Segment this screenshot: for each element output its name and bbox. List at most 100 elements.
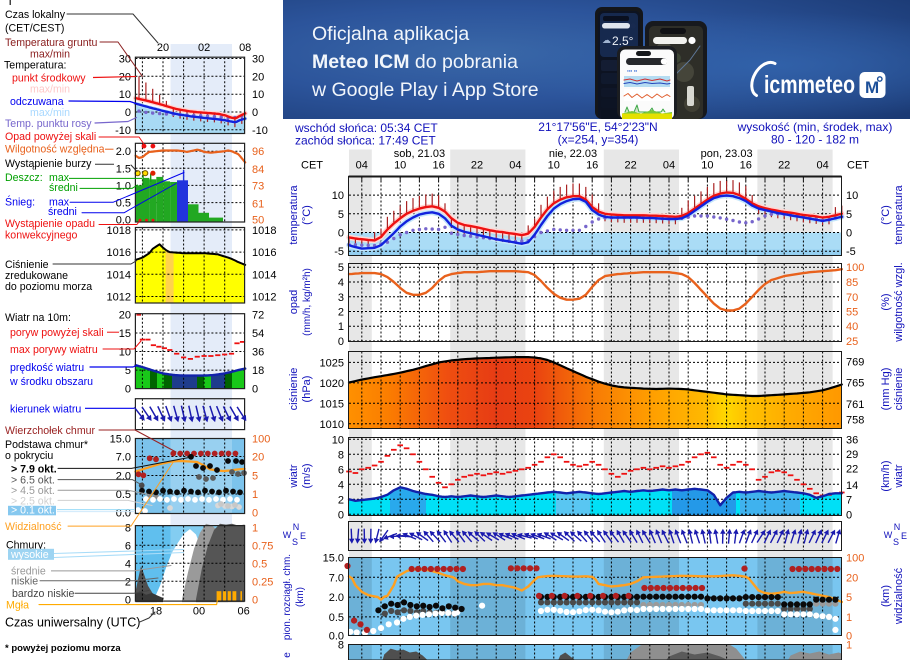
svg-text:15: 15 <box>119 328 131 340</box>
svg-text:0: 0 <box>252 107 258 119</box>
svg-text:100: 100 <box>252 434 270 446</box>
svg-text:5: 5 <box>125 365 131 377</box>
svg-text:sob, 21.03: sob, 21.03 <box>394 148 445 160</box>
svg-text:e: e <box>282 652 293 658</box>
svg-text:55: 55 <box>846 307 858 319</box>
svg-text:w środku obszaru: w środku obszaru <box>9 376 93 388</box>
svg-text:zachód słońca: 17:49 CET: zachód słońca: 17:49 CET <box>295 134 436 148</box>
svg-text:1012: 1012 <box>252 292 276 304</box>
svg-text:1: 1 <box>252 489 258 501</box>
svg-text:max/min: max/min <box>30 107 70 119</box>
svg-text:15.0: 15.0 <box>110 434 131 446</box>
svg-text:E: E <box>300 531 306 541</box>
svg-text:8: 8 <box>125 522 131 534</box>
svg-text:prędkość wiatru: prędkość wiatru <box>10 362 84 374</box>
svg-text:84: 84 <box>252 164 264 176</box>
svg-text:-5: -5 <box>846 246 856 258</box>
svg-text:pion. rozciągł. chm.: pion. rozciągł. chm. <box>282 554 293 640</box>
svg-text:1.5: 1.5 <box>116 163 131 175</box>
svg-text:30: 30 <box>252 54 264 66</box>
svg-text:5: 5 <box>846 592 852 604</box>
svg-text:0: 0 <box>252 384 258 396</box>
svg-text:04: 04 <box>509 160 521 172</box>
svg-text:(mm/h, kg/m²h): (mm/h, kg/m²h) <box>302 268 313 336</box>
svg-text:> 0.1 okt.: > 0.1 okt. <box>11 505 55 517</box>
svg-text:10: 10 <box>548 160 560 172</box>
svg-text:1: 1 <box>338 321 344 333</box>
svg-text:☁: ☁ <box>602 35 611 45</box>
svg-text:16: 16 <box>432 160 444 172</box>
svg-text:S: S <box>292 537 298 547</box>
svg-text:Ciśnienie: Ciśnienie <box>5 259 49 271</box>
svg-text:max/min: max/min <box>30 84 70 96</box>
svg-text:(%): (%) <box>880 293 892 310</box>
svg-text:-10: -10 <box>252 125 268 137</box>
svg-text:36: 36 <box>846 434 858 446</box>
svg-text:1015: 1015 <box>320 398 344 410</box>
svg-text:-5: -5 <box>334 246 344 258</box>
svg-text:0.0: 0.0 <box>116 508 131 520</box>
svg-text:29: 29 <box>846 449 858 461</box>
svg-text:(hPa): (hPa) <box>301 376 313 403</box>
svg-text:54: 54 <box>252 328 264 340</box>
svg-text:Meteo ICM do pobrania: Meteo ICM do pobrania <box>312 51 518 73</box>
svg-text:Oficjalna aplikacja: Oficjalna aplikacja <box>312 23 469 45</box>
svg-text:85: 85 <box>846 277 858 289</box>
svg-text:W: W <box>884 530 893 540</box>
svg-text:15.0: 15.0 <box>323 553 344 565</box>
svg-text:1016: 1016 <box>107 247 131 259</box>
svg-text:1010: 1010 <box>320 419 344 431</box>
svg-text:1012: 1012 <box>107 292 131 304</box>
svg-text:0.5: 0.5 <box>116 489 131 501</box>
svg-text:16: 16 <box>586 160 598 172</box>
svg-text:Podstawa chmur*: Podstawa chmur* <box>5 439 88 451</box>
svg-text:765: 765 <box>846 378 864 390</box>
svg-text:10: 10 <box>252 89 264 101</box>
svg-text:max porywy wiatru: max porywy wiatru <box>10 344 98 356</box>
svg-text:0: 0 <box>338 509 344 521</box>
svg-text:nie, 22.03: nie, 22.03 <box>549 148 597 160</box>
svg-text:CET: CET <box>301 160 323 172</box>
svg-text:40: 40 <box>846 321 858 333</box>
svg-text:Śnieg:: Śnieg: <box>5 196 35 209</box>
svg-text:Wilgotność względna: Wilgotność względna <box>5 144 105 156</box>
svg-text:50: 50 <box>252 215 264 227</box>
svg-text:średnie: średnie <box>11 566 46 578</box>
svg-text:00: 00 <box>193 606 205 618</box>
svg-text:o pokryciu: o pokryciu <box>5 450 53 462</box>
svg-text:1: 1 <box>252 522 258 534</box>
svg-text:max/min: max/min <box>30 49 70 61</box>
svg-text:Czas lokalny: Czas lokalny <box>5 9 66 21</box>
svg-text:04: 04 <box>816 160 828 172</box>
svg-text:1014: 1014 <box>107 269 131 281</box>
svg-text:73: 73 <box>252 180 264 192</box>
svg-text:08: 08 <box>239 42 251 54</box>
svg-text:36: 36 <box>252 347 264 359</box>
svg-text:761: 761 <box>846 399 864 411</box>
svg-text:22: 22 <box>471 160 483 172</box>
svg-text:0: 0 <box>846 631 852 643</box>
svg-text:(°C): (°C) <box>301 205 313 225</box>
svg-text:średni: średni <box>49 182 78 194</box>
svg-text:Temperatura gruntu: Temperatura gruntu <box>5 37 98 49</box>
svg-text:10: 10 <box>846 190 858 202</box>
svg-text:1: 1 <box>846 612 852 624</box>
svg-text:10: 10 <box>332 434 344 446</box>
svg-text:0.0: 0.0 <box>329 631 344 643</box>
svg-text:w Google Play i App Store: w Google Play i App Store <box>311 79 539 101</box>
svg-text:22: 22 <box>846 464 858 476</box>
svg-text:4: 4 <box>338 277 344 289</box>
svg-text:10: 10 <box>394 160 406 172</box>
svg-text:3: 3 <box>338 292 344 304</box>
svg-text:06: 06 <box>237 606 249 618</box>
svg-text:CET: CET <box>847 160 869 172</box>
svg-text:21°17'56"E, 54°2'23"N: 21°17'56"E, 54°2'23"N <box>538 120 657 134</box>
svg-text:* powyżej poziomu morza: * powyżej poziomu morza <box>5 643 121 654</box>
svg-text:(m/s): (m/s) <box>301 463 313 488</box>
svg-text:20: 20 <box>157 42 169 54</box>
svg-text:średni: średni <box>48 206 77 218</box>
svg-text:96: 96 <box>252 146 264 158</box>
svg-text:Czas uniwersalny (UTC): Czas uniwersalny (UTC) <box>5 616 140 630</box>
svg-text:0: 0 <box>338 336 344 348</box>
svg-text:5: 5 <box>252 471 258 483</box>
